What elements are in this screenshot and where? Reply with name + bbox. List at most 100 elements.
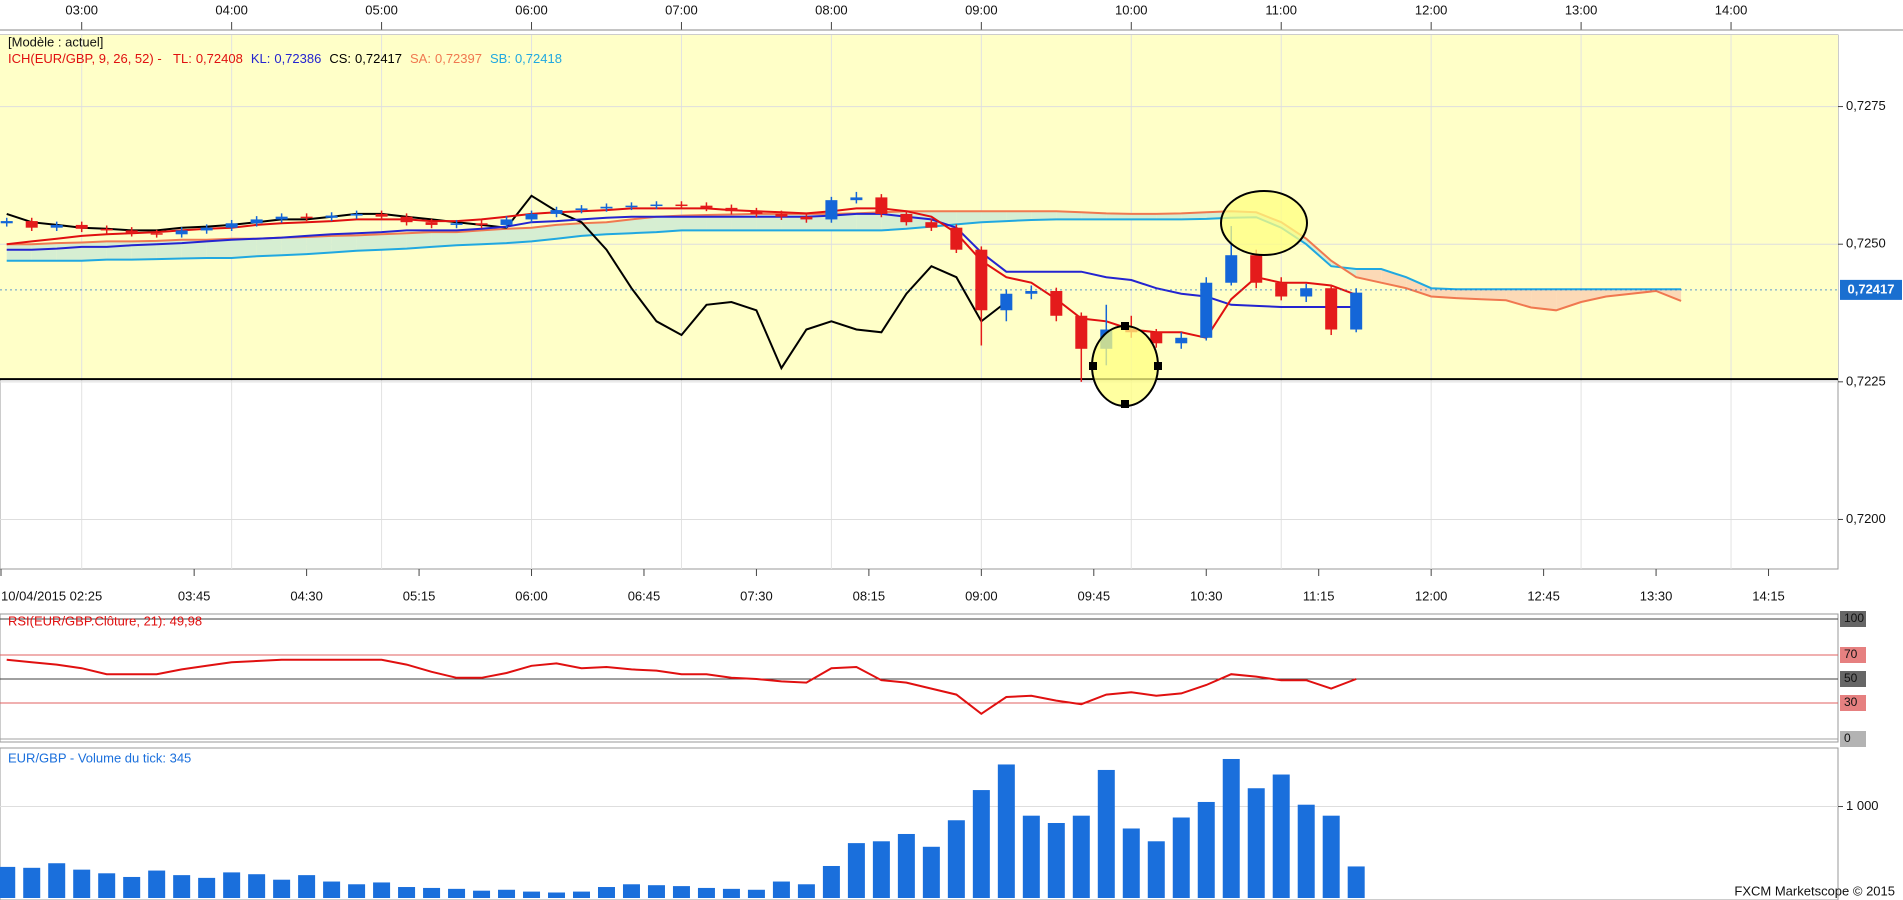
cloud bbox=[1131, 213, 1157, 220]
cloud bbox=[981, 211, 1007, 223]
candle-body bbox=[125, 230, 138, 234]
volume-bar bbox=[273, 879, 291, 898]
cloud bbox=[1006, 211, 1032, 222]
volume-bar bbox=[897, 833, 915, 898]
legend-name: SB: bbox=[490, 51, 511, 66]
footer: FXCM Marketscope © 2015 bbox=[1734, 883, 1895, 898]
cloud bbox=[281, 237, 307, 256]
cloud bbox=[6, 244, 32, 261]
volume-panel bbox=[0, 747, 1839, 900]
volume-bar bbox=[173, 875, 191, 898]
volume-bar bbox=[797, 884, 815, 898]
handle bbox=[1154, 362, 1162, 370]
candle-body bbox=[350, 213, 363, 216]
volume-bar bbox=[73, 869, 91, 898]
volume-bar bbox=[248, 874, 266, 898]
candle-body bbox=[1275, 282, 1288, 297]
candle-body bbox=[325, 215, 338, 218]
candle-body bbox=[1300, 288, 1313, 297]
candle-body bbox=[50, 224, 63, 228]
cloud bbox=[556, 223, 582, 239]
volume-bar bbox=[947, 820, 965, 898]
volume-bar bbox=[872, 841, 890, 898]
cloud bbox=[581, 222, 607, 236]
volume-bar bbox=[198, 877, 216, 898]
rsi-tick-label: 0 bbox=[1844, 731, 1851, 745]
level-box bbox=[1840, 695, 1866, 711]
rsi-panel bbox=[0, 613, 1839, 743]
volume-bar bbox=[1322, 815, 1340, 898]
volume-bar bbox=[423, 887, 441, 898]
cloud bbox=[931, 211, 957, 227]
candle-body bbox=[375, 213, 388, 217]
cloud bbox=[631, 216, 657, 234]
cloud bbox=[306, 235, 332, 255]
volume-bar bbox=[123, 876, 141, 898]
bottom-tick-label: 07:30 bbox=[740, 588, 773, 603]
cloud bbox=[256, 237, 282, 257]
candle-body bbox=[150, 233, 163, 235]
rsi-tick-label: 50 bbox=[1844, 671, 1858, 685]
volume-bar bbox=[48, 863, 66, 898]
cloud bbox=[1481, 289, 1507, 301]
volume-bar bbox=[922, 846, 940, 898]
bottom-tick-label: 11:15 bbox=[1303, 588, 1335, 603]
cloud bbox=[31, 243, 57, 261]
rsi-tick-label: 100 bbox=[1844, 611, 1864, 625]
candle-body bbox=[750, 211, 763, 214]
bottom-tick-label: 09:45 bbox=[1078, 588, 1111, 603]
volume-bar bbox=[573, 891, 590, 898]
candle-body bbox=[450, 223, 463, 225]
candle-body bbox=[250, 219, 263, 224]
volume-label: EUR/GBP - Volume du tick: 345 bbox=[8, 750, 191, 765]
volume-bar bbox=[747, 889, 765, 898]
cloud bbox=[681, 215, 707, 231]
candle-body bbox=[75, 224, 88, 229]
candle-body bbox=[500, 219, 513, 225]
bottom-tick-label: 14:15 bbox=[1752, 588, 1785, 603]
volume-bar bbox=[23, 867, 41, 898]
candle-body bbox=[1200, 282, 1213, 338]
top-tick-label: 07:00 bbox=[665, 2, 698, 17]
volume-bar bbox=[298, 875, 316, 898]
candle-body bbox=[550, 210, 563, 214]
volume-bar bbox=[997, 764, 1015, 898]
candle-body bbox=[625, 205, 638, 208]
candle-body bbox=[1350, 292, 1363, 330]
candle-body bbox=[925, 222, 938, 228]
volume-bar bbox=[148, 870, 166, 898]
cloud bbox=[1431, 288, 1457, 299]
volume-bar bbox=[348, 884, 366, 898]
volume-bar bbox=[1072, 815, 1090, 898]
bottom-tick-label: 13:30 bbox=[1640, 588, 1673, 603]
level-box bbox=[1840, 671, 1866, 687]
volume-bar bbox=[223, 872, 241, 898]
cloud bbox=[531, 224, 557, 242]
cloud bbox=[231, 238, 257, 258]
candle-body bbox=[900, 213, 913, 223]
rsi-line bbox=[6, 658, 1357, 716]
volume-bar bbox=[1222, 758, 1240, 898]
y-tick-label: 0,7275 bbox=[1846, 98, 1886, 113]
volume-bar bbox=[1047, 823, 1065, 898]
bottom-tick-label: 09:00 bbox=[965, 588, 998, 603]
candle-body bbox=[1000, 293, 1013, 311]
cloud bbox=[781, 213, 807, 231]
y-tick-label: 0,7225 bbox=[1846, 373, 1886, 388]
bottom-tick-label: 08:15 bbox=[853, 588, 886, 603]
candle-body bbox=[1225, 255, 1238, 283]
bottom-tick-label: 12:45 bbox=[1527, 588, 1560, 603]
volume-bar bbox=[1197, 801, 1215, 898]
volume-bar bbox=[373, 882, 391, 898]
candle-body bbox=[700, 205, 713, 208]
candle-body bbox=[1025, 290, 1038, 294]
candle-body bbox=[975, 249, 988, 311]
candle-body bbox=[1325, 288, 1338, 330]
volume-bar bbox=[1297, 804, 1315, 898]
cloud bbox=[1031, 211, 1057, 220]
volume-bar bbox=[523, 891, 541, 898]
cloud bbox=[756, 213, 782, 231]
volume-bar bbox=[1272, 774, 1290, 898]
candle-body bbox=[650, 204, 663, 207]
